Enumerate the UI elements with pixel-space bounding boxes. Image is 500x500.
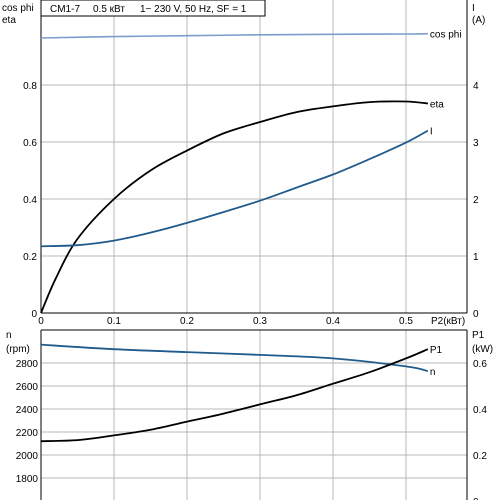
bottom-right-tick-label: 0 bbox=[473, 497, 479, 500]
top-right-axis-label-unit: (A) bbox=[472, 15, 485, 26]
bottom-left-tick-label: 2400 bbox=[16, 405, 39, 416]
title-supply: 1~ 230 V, 50 Hz, SF = 1 bbox=[140, 4, 247, 15]
bottom-left-tick-label: 1800 bbox=[16, 474, 39, 485]
x-tick-label: 0.1 bbox=[107, 316, 121, 327]
bottom-series-p1-line bbox=[40, 348, 429, 443]
bottom-left-axis-label-n: n bbox=[6, 330, 12, 341]
top-series-i-line bbox=[40, 129, 429, 248]
x-tick-label: 0.4 bbox=[326, 316, 340, 327]
bottom-left-tick-label: 2200 bbox=[16, 428, 39, 439]
top-left-tick-label: 0.6 bbox=[23, 138, 37, 149]
bottom-series-n-line bbox=[40, 343, 429, 372]
top-series-cos-phi-line bbox=[40, 32, 428, 39]
bottom-left-tick-label: 2600 bbox=[16, 382, 39, 393]
top-left-tick-label: 0 bbox=[31, 309, 37, 320]
top-left-tick-label: 0.2 bbox=[23, 252, 37, 263]
bottom-series-p1-label: P1 bbox=[430, 345, 443, 356]
bottom-right-tick-label: 0.2 bbox=[473, 451, 487, 462]
x-axis-label: P2(кВт) bbox=[431, 316, 465, 327]
x-tick-label: 0.2 bbox=[180, 316, 194, 327]
top-left-axis-label-eta: eta bbox=[2, 15, 16, 26]
top-right-tick-label: 3 bbox=[473, 138, 479, 149]
bottom-left-tick-label: 2800 bbox=[16, 359, 39, 370]
x-tick-label: 0.3 bbox=[253, 316, 267, 327]
bottom-left-tick-label: 2000 bbox=[16, 451, 39, 462]
bottom-series-n-label: n bbox=[430, 367, 436, 378]
top-series-i-label: I bbox=[430, 127, 433, 138]
bottom-right-axis-label-p1: P1 bbox=[472, 330, 485, 341]
top-left-axis-label-cosphi: cos phi bbox=[2, 3, 34, 14]
top-series-eta-label: eta bbox=[430, 100, 444, 111]
top-right-tick-label: 0 bbox=[473, 309, 479, 320]
top-series-cos-phi-label: cos phi bbox=[430, 30, 462, 41]
top-series-eta-line bbox=[40, 100, 428, 314]
top-left-tick-label: 0.4 bbox=[23, 195, 37, 206]
top-right-tick-label: 2 bbox=[473, 195, 479, 206]
bottom-left-axis-label-unit: (rpm) bbox=[6, 344, 30, 355]
bottom-right-tick-label: 0.4 bbox=[473, 405, 487, 416]
title-model: CM1-7 bbox=[50, 4, 80, 15]
bottom-right-axis-label-unit: (kW) bbox=[472, 344, 493, 355]
top-left-tick-label: 0.8 bbox=[23, 81, 37, 92]
title-box bbox=[40, 0, 266, 17]
top-right-axis-label-i: I bbox=[472, 3, 475, 14]
top-right-tick-label: 4 bbox=[473, 81, 479, 92]
x-tick-label: 0 bbox=[38, 316, 44, 327]
top-right-tick-label: 1 bbox=[473, 252, 479, 263]
bottom-right-tick-label: 0.6 bbox=[473, 359, 487, 370]
x-tick-label: 0.5 bbox=[399, 316, 413, 327]
title-power: 0.5 кВт bbox=[93, 4, 125, 15]
